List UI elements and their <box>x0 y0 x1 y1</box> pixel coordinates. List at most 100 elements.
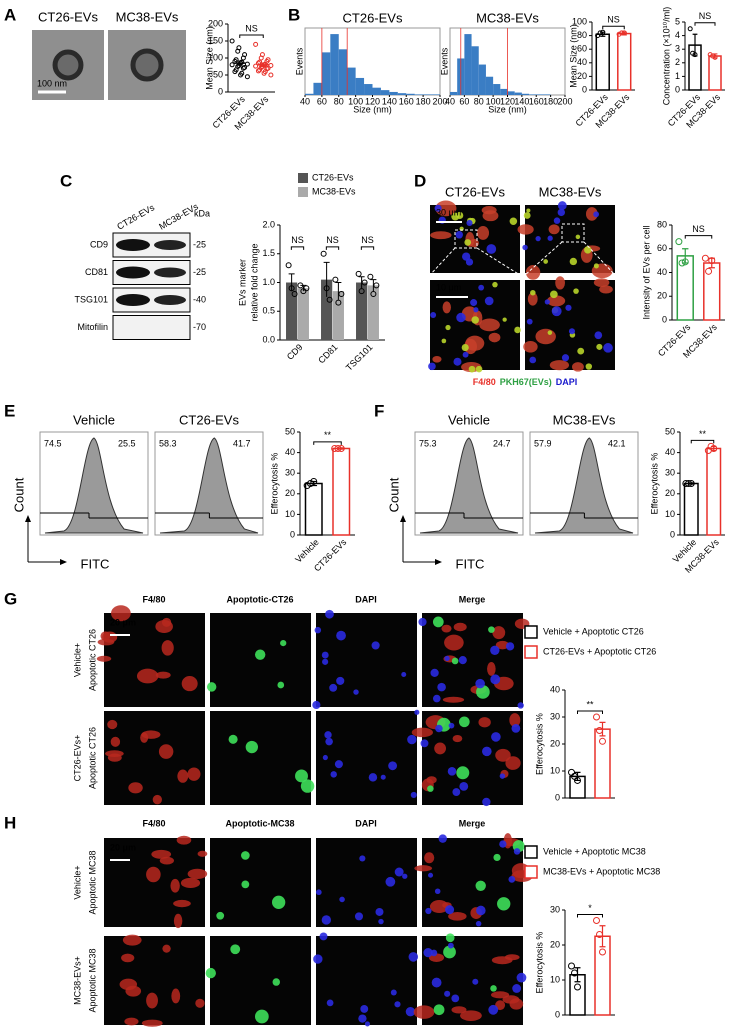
data-point <box>288 285 295 292</box>
band <box>154 267 186 278</box>
cell <box>140 732 149 743</box>
x-tick-label: 140 <box>382 96 397 106</box>
nucleus <box>593 211 600 218</box>
nucleus <box>378 918 384 925</box>
nucleus <box>321 651 329 659</box>
cell <box>451 1006 467 1014</box>
micrograph <box>315 838 417 927</box>
nucleus <box>364 1021 370 1027</box>
bar <box>617 32 632 91</box>
cell <box>181 676 198 692</box>
nucleus <box>325 609 334 619</box>
green-spot <box>456 211 464 219</box>
cell <box>177 769 189 783</box>
nucleus <box>465 258 474 266</box>
data-point <box>232 69 238 75</box>
band <box>116 266 150 279</box>
cell <box>453 622 467 632</box>
nucleus <box>330 771 337 778</box>
y-tick-label: 0.0 <box>262 334 275 344</box>
micrograph-bg <box>104 936 205 1025</box>
x-tick-label: 80 <box>474 96 484 106</box>
green-spot <box>569 257 578 266</box>
row-label: TSG101 <box>74 294 108 304</box>
cell <box>487 661 496 676</box>
column-title: Merge <box>459 818 486 828</box>
bar <box>332 291 344 340</box>
data-point <box>253 41 259 47</box>
legend-swatch <box>524 865 538 879</box>
image-title: CT26-EVs <box>38 9 98 24</box>
cell <box>155 671 171 679</box>
nucleus <box>513 848 521 855</box>
scale-label: 30 μm <box>436 207 461 217</box>
flow-curve <box>44 437 144 534</box>
data-point <box>326 296 333 303</box>
column-title: Apoptotic-CT26 <box>227 594 294 604</box>
micrograph-bg <box>210 613 311 707</box>
y-tick-label: 50 <box>665 426 675 436</box>
cell <box>107 719 118 730</box>
cell <box>171 988 181 1004</box>
row-label: CD9 <box>90 239 108 249</box>
nucleus <box>522 244 528 251</box>
flow-title: Vehicle <box>73 412 115 427</box>
green-spot <box>464 239 472 246</box>
nucleus <box>339 896 345 903</box>
y-tick-label: 20 <box>657 291 667 301</box>
cell <box>121 953 135 963</box>
nucleus <box>408 952 419 962</box>
y-tick-label: 60 <box>657 243 667 253</box>
gate-left: 58.3 <box>159 438 177 448</box>
nucleus <box>568 328 576 335</box>
green-spot <box>476 685 490 699</box>
cell <box>482 210 499 222</box>
y-tick-label: 10 <box>550 765 560 775</box>
hist-bar <box>514 92 522 95</box>
micrograph <box>316 709 420 805</box>
data-point <box>568 768 575 776</box>
micrograph <box>430 200 520 273</box>
cell <box>509 713 521 728</box>
green-spot <box>272 978 281 986</box>
cell <box>523 340 538 353</box>
flow-curve <box>419 437 519 534</box>
green-spot <box>550 290 558 299</box>
data-point <box>338 291 345 297</box>
cell <box>479 318 500 332</box>
flow-title: Vehicle <box>448 412 490 427</box>
hist-bar <box>464 34 472 95</box>
nucleus <box>431 977 442 988</box>
green-spot <box>543 259 549 264</box>
x-tick-label: 180 <box>543 96 558 106</box>
hist-bar <box>431 94 440 95</box>
significance: NS <box>245 23 258 33</box>
green-spot <box>475 365 483 373</box>
significance: NS <box>699 11 712 21</box>
green-spot <box>241 880 250 889</box>
y-tick-label: 50 <box>285 426 295 436</box>
x-tick-label: 160 <box>529 96 544 106</box>
y-tick-label: 0 <box>582 84 587 94</box>
micrograph-bg <box>316 711 417 805</box>
bar <box>367 285 379 340</box>
nucleus <box>516 972 527 983</box>
nucleus <box>456 312 466 323</box>
chart-title: MC38-EVs <box>476 10 539 25</box>
y-tick-label: 40 <box>577 57 587 67</box>
cell <box>128 782 143 794</box>
hist-bar <box>493 84 501 95</box>
data-point <box>257 67 263 73</box>
micrograph <box>523 276 615 372</box>
nucleus <box>484 296 494 306</box>
nucleus <box>491 732 501 742</box>
nucleus <box>472 978 479 985</box>
nucleus <box>547 235 553 241</box>
cell <box>124 1017 139 1026</box>
nucleus <box>322 754 328 761</box>
nucleus <box>452 788 461 796</box>
row-label: CD81 <box>85 267 108 277</box>
green-spot <box>254 649 266 660</box>
y-tick-label: 20 <box>285 488 295 498</box>
bracket <box>690 439 715 444</box>
